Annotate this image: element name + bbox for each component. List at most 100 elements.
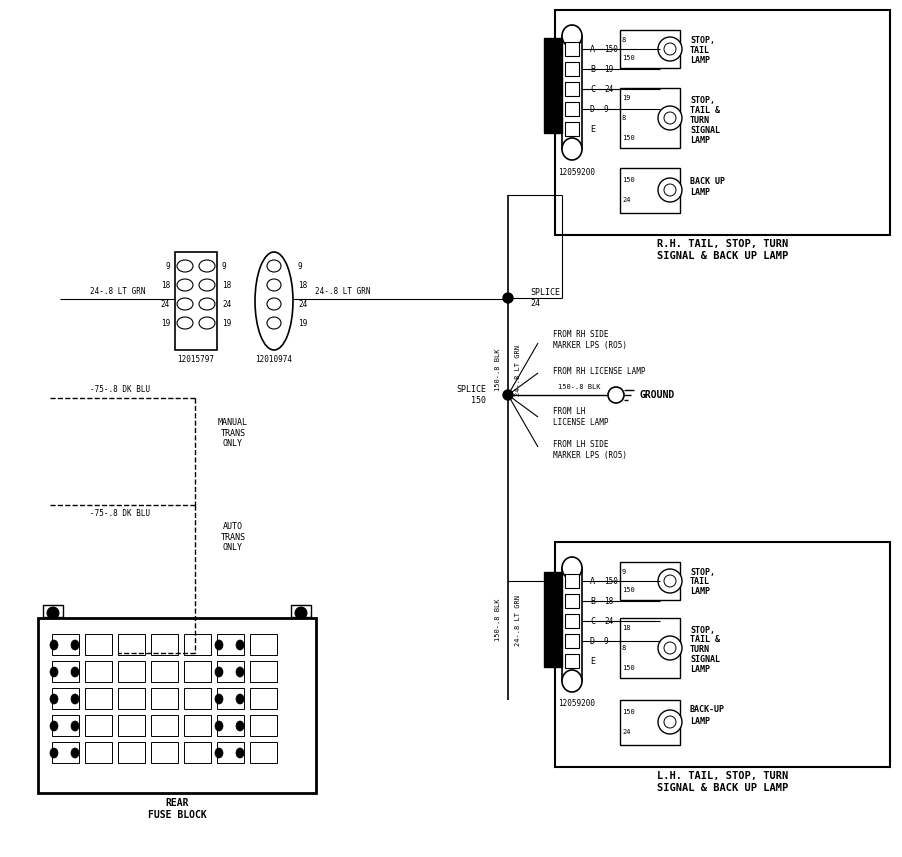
Ellipse shape xyxy=(47,607,59,619)
Text: 24: 24 xyxy=(298,299,307,309)
Bar xyxy=(118,661,145,682)
Text: LAMP: LAMP xyxy=(689,716,709,726)
Text: 8: 8 xyxy=(621,115,626,121)
Bar xyxy=(184,742,211,763)
Ellipse shape xyxy=(71,748,78,758)
Bar xyxy=(561,568,582,681)
Text: 9: 9 xyxy=(298,261,302,271)
Ellipse shape xyxy=(502,390,512,400)
Ellipse shape xyxy=(177,279,193,291)
Ellipse shape xyxy=(215,721,223,731)
Text: 150-.8 BLK: 150-.8 BLK xyxy=(494,599,501,641)
Bar xyxy=(85,742,112,763)
Text: D: D xyxy=(589,637,594,645)
Bar xyxy=(43,605,63,617)
Text: 18: 18 xyxy=(621,625,630,631)
Bar xyxy=(620,700,679,745)
Ellipse shape xyxy=(198,279,215,291)
Bar xyxy=(216,661,244,682)
Text: D: D xyxy=(589,105,594,113)
Bar xyxy=(85,715,112,736)
Text: 18: 18 xyxy=(161,280,170,290)
Bar xyxy=(52,715,78,736)
Ellipse shape xyxy=(254,252,292,350)
Text: 24: 24 xyxy=(603,616,612,626)
Bar xyxy=(151,688,178,709)
Text: LAMP: LAMP xyxy=(689,588,709,596)
Ellipse shape xyxy=(658,569,681,593)
Ellipse shape xyxy=(561,25,582,47)
Ellipse shape xyxy=(658,37,681,61)
Ellipse shape xyxy=(295,607,307,619)
Bar xyxy=(216,688,244,709)
Ellipse shape xyxy=(71,640,78,650)
Ellipse shape xyxy=(215,667,223,677)
Bar xyxy=(52,634,78,655)
Ellipse shape xyxy=(561,557,582,579)
Text: 150: 150 xyxy=(621,587,634,593)
Ellipse shape xyxy=(502,293,512,303)
Ellipse shape xyxy=(607,387,623,403)
Text: 12015797: 12015797 xyxy=(178,356,215,364)
Ellipse shape xyxy=(198,298,215,310)
Text: TAIL &: TAIL & xyxy=(689,636,719,644)
Text: SIGNAL: SIGNAL xyxy=(689,656,719,664)
Bar xyxy=(620,30,679,68)
Ellipse shape xyxy=(50,694,58,704)
Text: 8: 8 xyxy=(621,645,626,651)
Text: E: E xyxy=(589,656,594,666)
Ellipse shape xyxy=(215,748,223,758)
Text: BACK-UP: BACK-UP xyxy=(689,705,724,715)
Bar xyxy=(38,618,316,793)
Text: 18: 18 xyxy=(603,596,612,606)
Ellipse shape xyxy=(50,667,58,677)
Text: 9: 9 xyxy=(621,569,626,575)
Ellipse shape xyxy=(50,748,58,758)
Ellipse shape xyxy=(235,721,244,731)
Bar xyxy=(565,634,578,648)
Ellipse shape xyxy=(198,317,215,329)
Bar xyxy=(250,742,277,763)
Text: 24: 24 xyxy=(603,85,612,93)
Bar xyxy=(565,574,578,588)
Text: 8: 8 xyxy=(621,37,626,43)
Bar xyxy=(250,661,277,682)
Bar xyxy=(184,661,211,682)
Bar xyxy=(565,102,578,116)
Bar xyxy=(565,82,578,96)
Ellipse shape xyxy=(50,640,58,650)
Text: 24: 24 xyxy=(222,299,231,309)
Text: B: B xyxy=(589,596,594,606)
Ellipse shape xyxy=(198,260,215,272)
Bar xyxy=(52,688,78,709)
Text: STOP,: STOP, xyxy=(689,626,714,634)
Bar xyxy=(85,688,112,709)
Ellipse shape xyxy=(235,748,244,758)
Bar xyxy=(216,634,244,655)
Ellipse shape xyxy=(215,694,223,704)
Text: 24-.8 LT GRN: 24-.8 LT GRN xyxy=(90,286,145,296)
Text: STOP,: STOP, xyxy=(689,35,714,45)
Text: 150-.8 BLK: 150-.8 BLK xyxy=(494,349,501,392)
Ellipse shape xyxy=(658,636,681,660)
Text: TURN: TURN xyxy=(689,645,709,655)
Bar xyxy=(565,42,578,56)
Bar xyxy=(184,634,211,655)
Ellipse shape xyxy=(235,694,244,704)
Text: GROUND: GROUND xyxy=(640,390,675,400)
Text: SPLICE
24: SPLICE 24 xyxy=(529,288,559,308)
Ellipse shape xyxy=(658,106,681,130)
Text: A: A xyxy=(589,45,594,53)
Ellipse shape xyxy=(561,138,582,160)
Bar xyxy=(184,715,211,736)
Bar xyxy=(151,742,178,763)
Text: SIGNAL: SIGNAL xyxy=(689,125,719,135)
Bar xyxy=(555,10,889,235)
Text: 150-.8 BLK: 150-.8 BLK xyxy=(557,384,600,390)
Text: 24-.8 LT GRN: 24-.8 LT GRN xyxy=(315,286,371,296)
Text: TAIL: TAIL xyxy=(689,45,709,55)
Ellipse shape xyxy=(235,640,244,650)
Text: 24: 24 xyxy=(621,729,630,735)
Bar xyxy=(555,542,889,767)
Bar xyxy=(620,618,679,678)
